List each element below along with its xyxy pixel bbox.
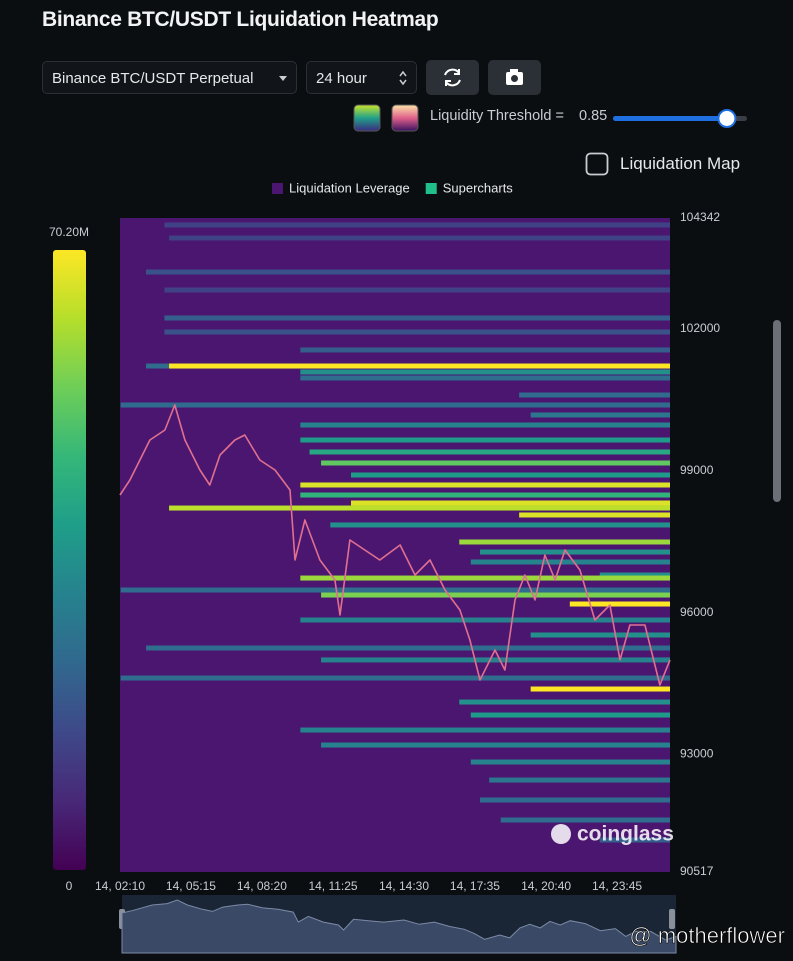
heat-band bbox=[309, 449, 670, 455]
screenshot-button[interactable] bbox=[488, 60, 541, 95]
heat-band bbox=[300, 482, 670, 488]
pair-label: Binance BTC/USDT Perpetual bbox=[52, 70, 254, 87]
heat-band bbox=[300, 422, 670, 428]
pair-select[interactable]: Binance BTC/USDT Perpetual bbox=[42, 61, 297, 94]
x-tick-label: 14, 17:35 bbox=[450, 879, 500, 893]
colorbar bbox=[53, 250, 86, 870]
heat-band bbox=[459, 539, 670, 545]
heat-band bbox=[164, 287, 671, 293]
colorbar-label: 0 bbox=[66, 879, 73, 893]
x-tick-label: 14, 11:25 bbox=[308, 879, 357, 893]
y-tick-label: 102000 bbox=[680, 321, 720, 335]
credit: @ motherflower bbox=[629, 923, 785, 948]
checkbox[interactable] bbox=[585, 152, 611, 178]
heat-band bbox=[300, 375, 670, 381]
map-toggle-label: Liquidation Map bbox=[620, 154, 741, 173]
heat-band bbox=[300, 437, 670, 443]
heat-band bbox=[330, 522, 670, 528]
heat-band bbox=[164, 329, 671, 335]
heat-band bbox=[470, 559, 670, 565]
caret bbox=[279, 76, 287, 81]
heat-band bbox=[479, 797, 670, 803]
heat-band bbox=[530, 632, 670, 638]
heat-band bbox=[569, 601, 670, 607]
heat-band bbox=[300, 492, 670, 498]
heat-band bbox=[300, 575, 670, 581]
refresh-icon bbox=[444, 68, 461, 87]
watermark-icon bbox=[551, 824, 571, 844]
heat-band bbox=[321, 742, 670, 748]
palette-swatches bbox=[353, 104, 419, 132]
heat-band bbox=[321, 657, 670, 663]
y-tick-label: 104342 bbox=[680, 210, 720, 224]
x-tick-label: 14, 05:15 bbox=[166, 879, 216, 893]
heat-band bbox=[321, 592, 670, 598]
heat-band bbox=[489, 777, 670, 783]
x-tick-label: 14, 20:40 bbox=[521, 879, 571, 893]
heat-band bbox=[530, 412, 670, 418]
swatch[interactable] bbox=[353, 104, 381, 132]
threshold-value: 0.85 bbox=[579, 108, 608, 124]
heat-band bbox=[164, 315, 671, 321]
scrollbar[interactable] bbox=[773, 320, 781, 502]
heat-band bbox=[169, 505, 670, 511]
swatch[interactable] bbox=[391, 104, 419, 132]
spinner bbox=[399, 70, 407, 86]
refresh-button[interactable] bbox=[426, 60, 479, 95]
heat-band bbox=[599, 837, 670, 843]
price-line bbox=[119, 404, 671, 686]
page-title: Binance BTC/USDT Liquidation Heatmap bbox=[42, 8, 439, 31]
x-tick-label: 14, 02:10 bbox=[95, 879, 145, 893]
heat-band bbox=[470, 759, 670, 765]
x-tick-label: 14, 23:45 bbox=[592, 879, 642, 893]
heat-band bbox=[519, 392, 670, 398]
threshold-label: Liquidity Threshold = bbox=[430, 108, 564, 124]
legend-label: Liquidation Leverage bbox=[289, 180, 410, 195]
colorbar-label: 70.20M bbox=[49, 225, 89, 239]
heat-band bbox=[321, 460, 670, 466]
legend-swatch bbox=[272, 183, 283, 194]
slider-knob[interactable] bbox=[717, 109, 737, 128]
slider-fill bbox=[613, 116, 727, 121]
heat-band bbox=[470, 712, 670, 718]
heat-band bbox=[120, 675, 670, 681]
heat-band bbox=[164, 222, 671, 228]
heat-band bbox=[146, 269, 670, 275]
navigator-handle[interactable] bbox=[669, 909, 675, 929]
y-tick-label: 96000 bbox=[680, 605, 714, 619]
y-tick-label: 99000 bbox=[680, 463, 714, 477]
heat-band bbox=[479, 549, 670, 555]
heat-band bbox=[120, 587, 670, 593]
range-label: 24 hour bbox=[316, 70, 367, 87]
heat-band bbox=[519, 512, 670, 518]
x-tick-label: 14, 08:20 bbox=[237, 879, 287, 893]
heat-band bbox=[459, 699, 670, 705]
legend-swatch bbox=[425, 183, 437, 194]
camera-icon bbox=[506, 69, 523, 85]
heat-band bbox=[351, 500, 670, 506]
heat-band bbox=[300, 727, 670, 733]
heat-band bbox=[500, 817, 670, 823]
heat-band bbox=[169, 363, 670, 369]
heat-band bbox=[300, 347, 670, 353]
y-tick-label: 93000 bbox=[680, 747, 714, 761]
heat-band bbox=[120, 402, 670, 408]
heat-band bbox=[146, 645, 670, 651]
heat-band bbox=[530, 686, 670, 692]
x-tick-label: 14, 14:30 bbox=[379, 879, 429, 893]
heat-band bbox=[300, 369, 670, 375]
heat-band bbox=[351, 472, 670, 478]
chart: 0 70.20M 90517 93000 96000 99000 102000 104342 1… bbox=[49, 180, 785, 954]
range-select[interactable]: 24 hour bbox=[306, 61, 417, 94]
legend: Liquidation Leverage Supercharts bbox=[272, 180, 513, 195]
watermark: coinglass bbox=[577, 823, 674, 846]
heat-band bbox=[169, 235, 670, 241]
threshold-slider[interactable] bbox=[610, 106, 750, 130]
legend-label: Supercharts bbox=[443, 180, 514, 195]
heat-band bbox=[599, 572, 670, 578]
heat-band bbox=[300, 617, 670, 623]
y-tick-label: 90517 bbox=[680, 864, 714, 878]
navigator-area bbox=[121, 899, 677, 954]
